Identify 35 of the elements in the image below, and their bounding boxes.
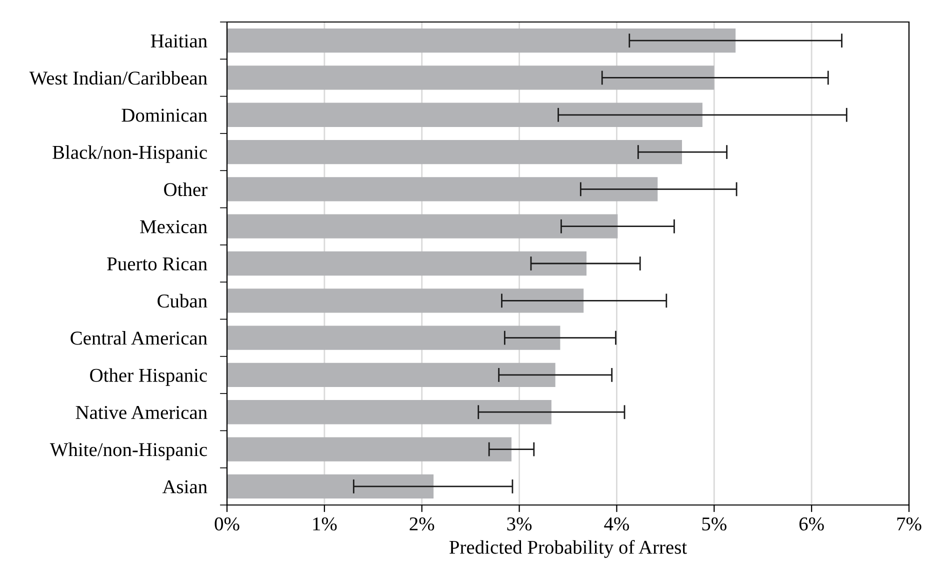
bar (227, 28, 736, 53)
x-tick-label: 3% (507, 517, 532, 531)
bar (227, 251, 587, 276)
bar (227, 326, 560, 350)
x-tick-label: 5% (702, 517, 726, 531)
bar (227, 177, 658, 202)
x-tick-label: 6% (799, 517, 824, 531)
y-tick-label: Black/non-Hispanic (52, 145, 207, 163)
x-tick-label: 2% (410, 517, 434, 531)
y-tick-label: Central American (70, 331, 208, 345)
x-axis-title: Predicted Probability of Arrest (449, 540, 687, 558)
x-tick-label: 4% (604, 517, 630, 531)
bar (227, 102, 702, 127)
bar (227, 474, 434, 498)
bar (227, 288, 584, 313)
y-tick-label: Dominican (122, 108, 208, 122)
bar (227, 437, 512, 462)
y-tick-label: Haitian (150, 34, 208, 48)
bar (227, 362, 556, 388)
y-tick-label: White/non-Hispanic (50, 442, 207, 460)
y-tick-label: West Indian/Caribbean (29, 70, 208, 85)
y-tick-label: Puerto Rican (107, 257, 208, 270)
y-tick-label: Other (164, 182, 208, 196)
bar (227, 66, 714, 90)
y-tick-label: Mexican (140, 220, 208, 234)
y-tick-label: Asian (162, 480, 208, 494)
y-tick-label: Other Hispanic (90, 368, 207, 386)
bar (227, 140, 682, 164)
bar (227, 214, 618, 238)
y-tick-label: Cuban (158, 294, 208, 308)
y-tick-label: Native American (76, 406, 208, 420)
x-tick-label: 1% (313, 517, 337, 531)
x-tick-label: 0% (214, 517, 240, 531)
bar (227, 400, 552, 424)
x-tick-label: 7% (897, 517, 922, 531)
